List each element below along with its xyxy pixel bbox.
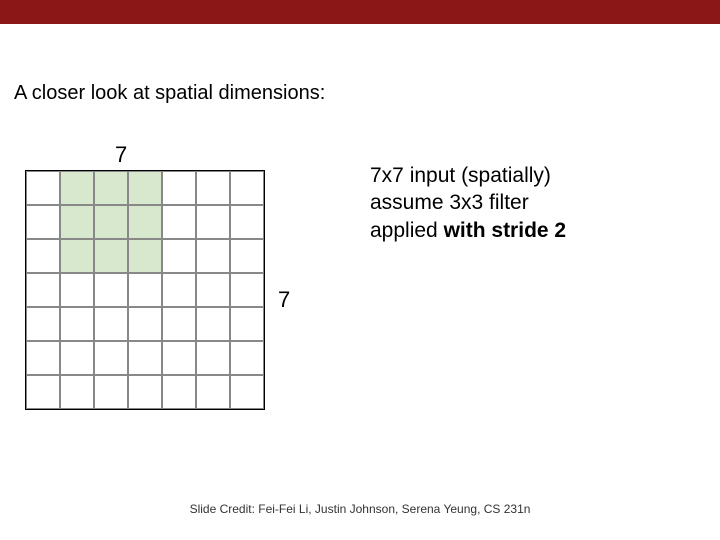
grid-cell	[196, 273, 230, 307]
grid-cell	[26, 171, 60, 205]
grid-cell	[94, 205, 128, 239]
grid-cell	[162, 375, 196, 409]
slide-heading: A closer look at spatial dimensions:	[14, 82, 325, 105]
grid-cell	[26, 341, 60, 375]
grid-label-top: 7	[115, 142, 127, 168]
grid-cell	[60, 171, 94, 205]
grid-cell	[94, 375, 128, 409]
grid-label-side: 7	[278, 287, 290, 313]
grid-cell	[60, 341, 94, 375]
grid-cell	[162, 307, 196, 341]
grid-cell	[230, 171, 264, 205]
grid-cell	[26, 205, 60, 239]
top-bar	[0, 0, 720, 24]
grid-cell	[26, 239, 60, 273]
desc-line-3: applied with stride 2	[370, 217, 566, 244]
desc-line-2: assume 3x3 filter	[370, 189, 566, 216]
grid-cell	[128, 307, 162, 341]
grid-cell	[196, 307, 230, 341]
grid-cell	[196, 205, 230, 239]
grid-cell	[94, 307, 128, 341]
slide-credit: Slide Credit: Fei-Fei Li, Justin Johnson…	[0, 502, 720, 516]
grid-cell	[60, 205, 94, 239]
grid-cell	[162, 341, 196, 375]
grid-cell	[230, 239, 264, 273]
desc-line-3-prefix: applied	[370, 219, 444, 242]
grid-cell	[94, 341, 128, 375]
grid-cell	[196, 239, 230, 273]
grid-cell	[196, 375, 230, 409]
grid-cell	[60, 273, 94, 307]
grid-cell	[196, 171, 230, 205]
grid-cell	[162, 171, 196, 205]
grid-cell	[128, 171, 162, 205]
grid-cell	[230, 273, 264, 307]
grid-cell	[94, 171, 128, 205]
desc-line-1: 7x7 input (spatially)	[370, 162, 566, 189]
description-block: 7x7 input (spatially) assume 3x3 filter …	[370, 162, 566, 244]
grid-cell	[128, 341, 162, 375]
grid-cell	[128, 375, 162, 409]
grid-cell	[162, 273, 196, 307]
grid-cell	[230, 341, 264, 375]
conv-grid	[25, 170, 265, 410]
grid-cell	[162, 205, 196, 239]
grid-cell	[128, 273, 162, 307]
grid-cell	[196, 341, 230, 375]
grid-cell	[94, 273, 128, 307]
grid-cell	[94, 239, 128, 273]
grid-cell	[128, 239, 162, 273]
grid-cell	[162, 239, 196, 273]
grid-container	[25, 170, 265, 410]
grid-cell	[26, 375, 60, 409]
grid-cell	[60, 239, 94, 273]
grid-cell	[128, 205, 162, 239]
grid-cell	[26, 273, 60, 307]
grid-cell	[230, 307, 264, 341]
grid-cell	[60, 307, 94, 341]
grid-cell	[230, 205, 264, 239]
grid-cell	[230, 375, 264, 409]
grid-cell	[60, 375, 94, 409]
desc-line-3-bold: with stride 2	[444, 219, 567, 242]
grid-cell	[26, 307, 60, 341]
